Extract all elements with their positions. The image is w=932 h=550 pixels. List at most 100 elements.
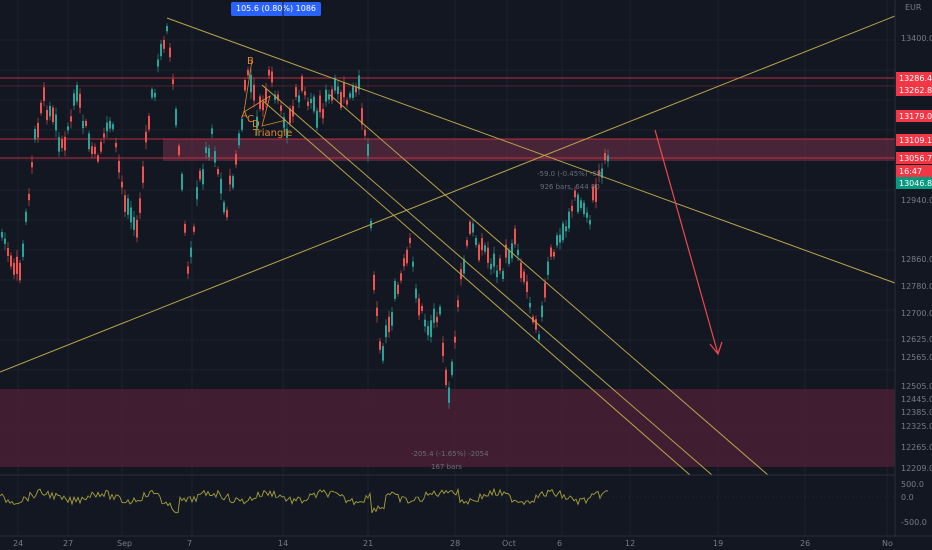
candle-body: [283, 117, 285, 128]
candle-body: [310, 98, 312, 104]
falling-trendline: [166, 17, 896, 284]
candle-body: [85, 120, 87, 127]
price-badge: [896, 72, 932, 84]
candle-body: [583, 202, 585, 215]
pattern-name: Triangle: [252, 128, 292, 139]
candle-body: [574, 190, 576, 198]
pattern-label-d: D: [252, 119, 260, 130]
time-tick: 24: [13, 539, 23, 548]
rising-trendline: [0, 15, 896, 373]
candle-body: [52, 107, 54, 123]
candle-body: [61, 139, 63, 148]
oscillator-axis-ticks: 500.0 0.0 -500.0: [901, 480, 927, 527]
candle-body: [568, 211, 570, 229]
candle-body: [382, 346, 384, 361]
candle-body: [322, 108, 324, 119]
candle-body: [349, 93, 351, 98]
candle-body: [16, 256, 18, 274]
candle-body: [511, 243, 513, 259]
price-badge-label: 16:47: [899, 167, 922, 176]
candle-body: [520, 262, 522, 279]
candle-body: [256, 116, 258, 129]
candle-body: [280, 105, 282, 111]
candle-body: [304, 91, 306, 96]
time-tick: 27: [63, 539, 73, 548]
time-tick: 6: [557, 539, 562, 548]
candle-body: [184, 223, 186, 233]
candle-body: [358, 75, 360, 90]
candle-body: [319, 95, 321, 113]
pattern-label-a: A: [241, 110, 248, 121]
price-badge-label: 13179.0: [899, 112, 932, 121]
candle-body: [340, 92, 342, 108]
candle-body: [421, 305, 423, 311]
candle-body: [379, 341, 381, 350]
candle-body: [220, 178, 222, 194]
candle-body: [541, 305, 543, 318]
candle-body: [67, 126, 69, 131]
price-tick: 12265.0: [901, 443, 932, 452]
candle-body: [31, 162, 33, 168]
price-badge: [896, 165, 932, 177]
price-badge: [896, 134, 932, 146]
candle-body: [286, 128, 288, 138]
measure-badge[interactable]: 105.6 (0.80%) 1086: [231, 2, 322, 16]
candle-body: [25, 211, 27, 222]
candle-body: [556, 235, 558, 246]
price-badges: 13286.4 13262.8 13179.0 13109.1 13056.7 16:47…: [896, 72, 932, 189]
time-tick: 28: [450, 539, 460, 548]
candle-body: [130, 207, 132, 223]
price-badge-label: 13046.8: [899, 179, 932, 188]
candle-body: [229, 175, 231, 185]
candle-body: [133, 217, 135, 230]
candle-body: [580, 200, 582, 208]
candle-body: [166, 26, 168, 32]
price-tick: 12780.0: [901, 282, 932, 291]
candle-body: [529, 302, 531, 308]
candle-body: [208, 148, 210, 157]
candle-body: [199, 170, 201, 180]
candle-body: [367, 144, 369, 157]
candle-body: [55, 114, 57, 131]
candle-body: [136, 219, 138, 238]
candle-body: [484, 245, 486, 252]
candle-body: [250, 74, 252, 93]
time-tick: 14: [278, 539, 288, 548]
candle-body: [235, 153, 237, 165]
candle-body: [40, 102, 42, 114]
price-badge-label: 13262.8: [899, 86, 932, 95]
candle-body: [394, 281, 396, 299]
candle-body: [70, 116, 72, 122]
candle-body: [169, 47, 171, 58]
forecast-arrow: [654, 129, 723, 356]
measure-bottom-line2: 167 bars: [431, 463, 462, 471]
price-badge: [896, 177, 932, 189]
candle-body: [313, 96, 315, 112]
price-badge-label: 13109.1: [899, 136, 932, 145]
time-tick: Sep: [117, 539, 132, 548]
candle-body: [328, 94, 330, 100]
candle-body: [73, 93, 75, 106]
candle-body: [406, 249, 408, 264]
candle-body: [301, 76, 303, 91]
candle-body: [88, 133, 90, 150]
price-badge: [896, 110, 932, 122]
channel-line-2: [261, 99, 691, 476]
candle-body: [274, 94, 276, 100]
price-tick: 12625.0: [901, 335, 932, 344]
candle-body: [205, 147, 207, 154]
candle-body: [487, 247, 489, 263]
candle-body: [13, 262, 15, 275]
candle-body: [58, 137, 60, 152]
candle-body: [595, 184, 597, 202]
candle-body: [592, 186, 594, 201]
channel-line-3: [329, 94, 769, 476]
price-tick: 12940.0: [901, 196, 932, 205]
time-tick: 7: [187, 539, 192, 548]
candle-body: [76, 84, 78, 102]
candle-body: [598, 170, 600, 176]
price-tick: 12445.0: [901, 395, 932, 404]
candle-body: [589, 220, 591, 225]
candle-body: [271, 71, 273, 83]
